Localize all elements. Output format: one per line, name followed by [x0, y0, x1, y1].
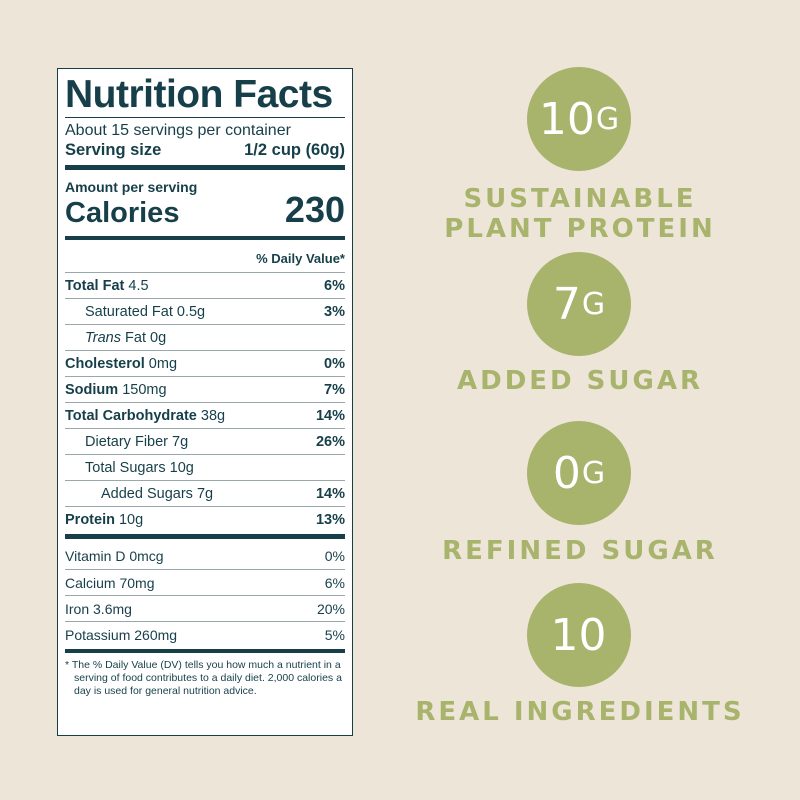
nutrient-dv: 0%	[324, 355, 345, 372]
nutrient-dv: 14%	[315, 407, 345, 424]
nutrition-facts-title: Nutrition Facts	[65, 73, 333, 116]
vitamin-name: Potassium 260mg	[65, 626, 178, 643]
nutrient-row-added-sugars: Added Sugars 7g 14%	[65, 480, 345, 506]
nutrient-amount: 10g	[169, 459, 194, 476]
added-sugar-label: ADDED SUGAR	[400, 366, 760, 396]
nutrient-row-total-fat: Total Fat 4.5 6%	[65, 272, 345, 298]
refined-sugar-label: REFINED SUGAR	[400, 536, 760, 566]
servings-per-container: About 15 servings per container	[65, 122, 291, 139]
nutrient-row-total-carbohydrate: Total Carbohydrate 38g 14%	[65, 402, 345, 428]
protein-badge: 10 G	[527, 67, 631, 171]
badge-unit: G	[595, 101, 620, 137]
vitamin-row: Potassium 260mg 5%	[65, 621, 345, 647]
vitamin-row: Vitamin D 0mcg 0%	[65, 543, 345, 569]
daily-value-footnote: * The % Daily Value (DV) tells you how m…	[65, 659, 342, 697]
divider-medium	[65, 236, 345, 240]
nutrient-dv: 26%	[315, 433, 345, 450]
vitamin-list: Vitamin D 0mcg 0% Calcium 70mg 6% Iron 3…	[65, 543, 345, 647]
vitamin-dv: 20%	[316, 600, 345, 617]
nutrient-amount: 150mg	[122, 381, 167, 398]
vitamin-dv: 5%	[324, 626, 345, 643]
amount-per-serving: Amount per serving	[65, 179, 198, 195]
nutrient-dv: 13%	[315, 511, 345, 528]
nutrient-row-protein: Protein 10g 13%	[65, 506, 345, 532]
vitamin-name: Calcium 70mg	[65, 574, 155, 591]
label-line: REFINED SUGAR	[442, 536, 718, 566]
divider-thick	[65, 534, 345, 539]
nutrient-name: Total Carbohydrate	[65, 407, 197, 424]
nutrient-amount: 38g	[200, 407, 226, 424]
nutrient-name: Total Fat	[65, 277, 125, 294]
nutrient-amount: 7g	[196, 485, 214, 502]
nutrient-amount: 4.5	[128, 277, 149, 294]
calories-label: Calories	[65, 197, 180, 229]
nutrition-facts-panel: Nutrition Facts About 15 servings per co…	[57, 68, 353, 736]
nutrient-name: Saturated Fat	[85, 303, 173, 320]
vitamin-dv: 0%	[324, 548, 345, 564]
label-line: ADDED SUGAR	[456, 366, 703, 396]
nutrient-row-cholesterol: Cholesterol 0mg 0%	[65, 350, 345, 376]
serving-size-value: 1/2 cup (60g)	[244, 141, 345, 159]
nutrient-name: Total Sugars	[85, 459, 166, 476]
badge-unit: G	[581, 455, 606, 491]
badge-number: 0	[552, 447, 581, 499]
serving-size-row: Serving size 1/2 cup (60g)	[65, 140, 345, 160]
serving-size-label: Serving size	[65, 141, 162, 159]
badge-number: 10	[538, 93, 595, 145]
label-line: SUSTAINABLE	[463, 184, 697, 214]
divider-thick	[65, 165, 345, 170]
label-line: REAL INGREDIENTS	[415, 697, 745, 727]
nutrient-amount: 10g	[118, 511, 144, 528]
nutrient-name: Trans	[85, 329, 121, 346]
badge-unit: G	[581, 286, 606, 322]
nutrient-dv: 14%	[315, 485, 345, 502]
calories-row: Calories 230	[65, 189, 345, 230]
nutrient-amount: 0mg	[148, 355, 178, 372]
nutrient-row-dietary-fiber: Dietary Fiber 7g 26%	[65, 428, 345, 454]
nutrient-dv: 6%	[324, 277, 345, 294]
label-line: PLANT PROTEIN	[444, 214, 716, 244]
nutrient-amount: 0.5g	[176, 303, 206, 320]
nutrient-dv: 3%	[324, 303, 345, 320]
nutrient-name: Cholesterol	[65, 355, 145, 372]
daily-value-header: % Daily Value*	[256, 251, 345, 266]
vitamin-name: Vitamin D 0mcg	[65, 548, 164, 564]
divider-medium	[65, 649, 345, 653]
calories-value: 230	[284, 189, 345, 230]
nutrient-row-trans-fat: Trans Fat 0g	[65, 324, 345, 350]
nutrient-row-saturated-fat: Saturated Fat 0.5g 3%	[65, 298, 345, 324]
divider	[65, 117, 345, 118]
nutrient-amount: 7g	[172, 433, 189, 450]
ingredients-label: REAL INGREDIENTS	[390, 697, 770, 727]
badge-number: 10	[550, 609, 607, 661]
nutrient-name: Added Sugars	[101, 485, 193, 502]
vitamin-dv: 6%	[324, 574, 345, 591]
vitamin-row: Iron 3.6mg 20%	[65, 595, 345, 621]
protein-label: SUSTAINABLE PLANT PROTEIN	[400, 184, 760, 244]
ingredients-badge: 10	[527, 583, 631, 687]
nutrient-name: Dietary Fiber	[85, 433, 168, 450]
vitamin-name: Iron 3.6mg	[65, 600, 132, 617]
nutrient-name: Sodium	[65, 381, 119, 398]
nutrient-amount: Fat 0g	[125, 329, 167, 346]
nutrient-dv: 7%	[324, 381, 345, 398]
vitamin-row: Calcium 70mg 6%	[65, 569, 345, 595]
badge-number: 7	[552, 278, 581, 330]
nutrient-name: Protein	[65, 511, 115, 528]
nutrient-row-sodium: Sodium 150mg 7%	[65, 376, 345, 402]
nutrient-row-total-sugars: Total Sugars 10g	[65, 454, 345, 480]
